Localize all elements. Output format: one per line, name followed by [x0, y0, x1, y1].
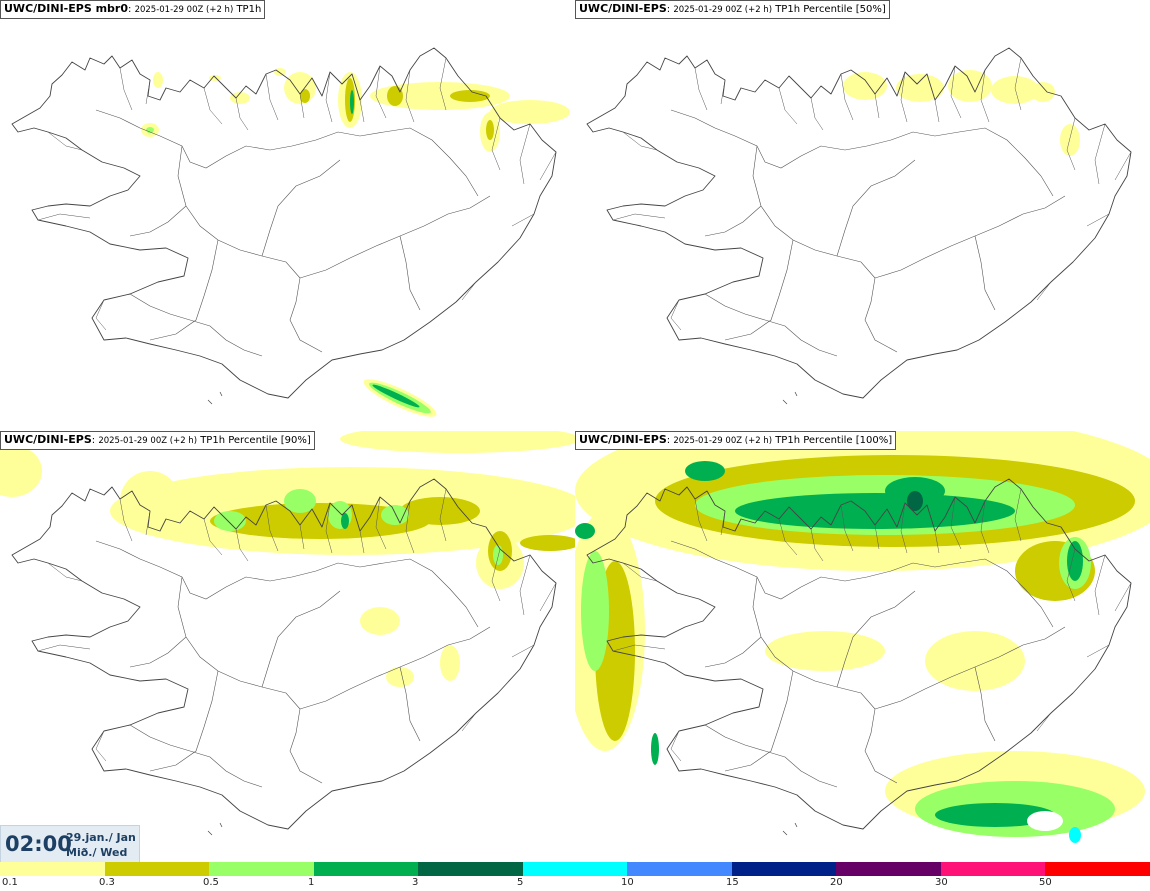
map-panel-p50: UWC/DINI-EPS: 2025-01-29 00Z (+2 h) TP1h… — [575, 0, 1150, 431]
legend-label: 0.5 — [203, 877, 219, 888]
legend-label: 30 — [935, 877, 948, 888]
model-name: UWC/DINI-EPS mbr0 — [4, 2, 128, 15]
valid-hour: 02:00 — [5, 832, 72, 856]
panel-title: UWC/DINI-EPS: 2025-01-29 00Z (+2 h) TP1h… — [575, 431, 897, 450]
precip-map-p50 — [586, 47, 1132, 405]
run-time: 2025-01-29 00Z (+2 h) — [134, 5, 234, 15]
field-name: TP1h Percentile [90%] — [200, 435, 311, 446]
legend-swatch — [0, 862, 105, 876]
legend-swatch — [209, 862, 314, 876]
legend-label: 0.3 — [99, 877, 115, 888]
legend-label: 10 — [621, 877, 634, 888]
panel-title: UWC/DINI-EPS: 2025-01-29 00Z (+2 h) TP1h… — [575, 0, 890, 19]
legend-swatch — [522, 862, 628, 876]
field-name: TP1h Percentile [100%] — [775, 435, 893, 446]
field-name: TP1h Percentile [50%] — [775, 4, 886, 15]
legend-swatch — [940, 862, 1046, 876]
legend-label: 3 — [412, 877, 419, 888]
model-name: UWC/DINI-EPS — [579, 2, 667, 15]
panel-title: UWC/DINI-EPS: 2025-01-29 00Z (+2 h) TP1h… — [0, 431, 315, 450]
legend-label: 15 — [726, 877, 739, 888]
map-panel-p90: UWC/DINI-EPS: 2025-01-29 00Z (+2 h) TP1h… — [0, 431, 575, 862]
precip-areas — [575, 431, 1150, 843]
precip-map-mbr0 — [11, 47, 570, 417]
legend-swatch — [731, 862, 837, 876]
legend-swatch — [1045, 862, 1150, 876]
legend-swatch — [836, 862, 941, 876]
precip-areas — [0, 431, 575, 687]
legend-swatch — [313, 862, 419, 876]
precip-color-legend: 0.1 0.3 0.5 1 3 5 10 15 20 30 50 — [0, 862, 1150, 891]
legend-swatch — [418, 862, 523, 876]
run-time: 2025-01-29 00Z (+2 h) — [673, 436, 773, 446]
precip-areas — [843, 70, 1080, 156]
precip-map-p100 — [575, 431, 1150, 843]
legend-label: 0.1 — [2, 877, 18, 888]
map-panel-mbr0: UWC/DINI-EPS mbr0: 2025-01-29 00Z (+2 h)… — [0, 0, 575, 431]
field-name: TP1h — [236, 4, 262, 15]
run-time: 2025-01-29 00Z (+2 h) — [673, 5, 773, 15]
legend-swatch — [627, 862, 732, 876]
legend-label: 50 — [1039, 877, 1052, 888]
precip-map-p90 — [0, 431, 575, 836]
valid-day: Mið./ Wed — [66, 846, 128, 859]
run-time: 2025-01-29 00Z (+2 h) — [98, 436, 198, 446]
valid-date: 29.jan./ Jan — [66, 831, 136, 844]
legend-label: 5 — [517, 877, 524, 888]
legend-color-bar — [0, 862, 1150, 876]
model-name: UWC/DINI-EPS — [4, 433, 92, 446]
legend-swatch — [104, 862, 210, 876]
valid-time-box: 02:00 29.jan./ Jan Mið./ Wed — [0, 825, 140, 864]
panel-title: UWC/DINI-EPS mbr0: 2025-01-29 00Z (+2 h)… — [0, 0, 266, 19]
legend-label: 1 — [308, 877, 315, 888]
legend-label: 20 — [830, 877, 843, 888]
model-name: UWC/DINI-EPS — [579, 433, 667, 446]
map-panel-p100: UWC/DINI-EPS: 2025-01-29 00Z (+2 h) TP1h… — [575, 431, 1150, 862]
precip-areas — [141, 68, 570, 417]
